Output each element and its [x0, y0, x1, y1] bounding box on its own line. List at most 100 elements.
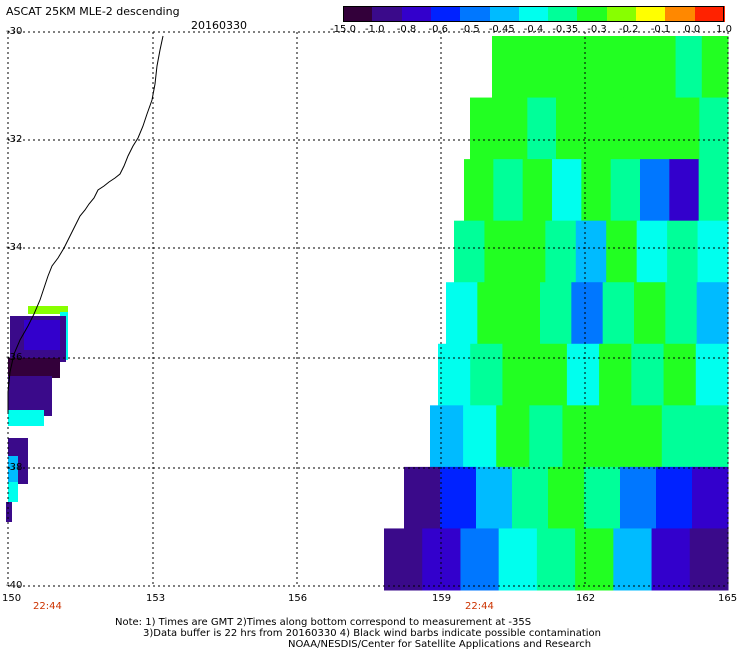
- swath-cell: [498, 528, 538, 591]
- colorbar-swatch: [430, 6, 461, 22]
- swath-cell: [384, 528, 423, 591]
- colorbar-tick-label: -0.4: [523, 24, 544, 35]
- swath-cell: [634, 282, 666, 345]
- western-swath: [6, 306, 68, 522]
- colorbar-swatch: [489, 6, 520, 22]
- swath-cell: [534, 343, 568, 406]
- swath-cell: [595, 405, 630, 468]
- lon-label: 162: [576, 593, 596, 604]
- swath-cell: [602, 282, 635, 345]
- swath-cell: [484, 220, 516, 283]
- swath-cell: [575, 528, 614, 591]
- swath-cell: [695, 343, 729, 406]
- swath-cell: [620, 466, 657, 529]
- swath-cell: [656, 466, 693, 529]
- swath-cell: [665, 282, 698, 345]
- swath-cell: [477, 282, 510, 345]
- swath-cell: [476, 466, 513, 529]
- colorbar-tick-label: 0.0: [684, 24, 701, 35]
- map-date: 20160330: [191, 19, 247, 32]
- swath-cell: [552, 159, 582, 222]
- colorbar-swatch: [401, 6, 432, 22]
- swath-cell: [696, 282, 729, 345]
- colorbar-swatch: [665, 6, 696, 22]
- swath-cell: [661, 405, 696, 468]
- swath-cell: [599, 343, 632, 406]
- swath-cell: [536, 528, 576, 591]
- colorbar-tick-label: -1.0: [364, 24, 385, 35]
- swath-cell: [606, 220, 638, 283]
- swath-cell: [470, 97, 500, 160]
- swath-cell: [570, 36, 598, 99]
- colorbar-tick-label: -0.2: [618, 24, 639, 35]
- coastline: [7, 35, 164, 412]
- colorbar-swatch: [606, 6, 637, 22]
- swath-cell: [548, 466, 585, 529]
- swath-cell: [584, 466, 621, 529]
- pass-time: 22:44: [465, 601, 494, 612]
- swath-cell: [544, 36, 572, 99]
- swath-cell: [470, 343, 503, 406]
- swath-cell: [502, 343, 536, 406]
- swath-cell: [613, 97, 643, 160]
- swath-cell: [529, 405, 563, 468]
- colorbar-swatch: [518, 6, 549, 22]
- swath-cell: [651, 528, 691, 591]
- pass-time: 22:44: [33, 601, 62, 612]
- swath-cell: [631, 343, 665, 406]
- swath-cell: [422, 528, 461, 591]
- swath-cell: [613, 528, 653, 591]
- swath-cell: [498, 97, 528, 160]
- swath-cell: [556, 97, 586, 160]
- swath-cell: [512, 466, 549, 529]
- scatterometer-swath: [384, 36, 729, 591]
- graticule: [7, 31, 729, 587]
- swath-cell: [699, 97, 729, 160]
- note-line: Note: 1) Times are GMT 2)Times along bot…: [115, 617, 532, 628]
- lon-label: 153: [146, 593, 166, 604]
- swath-cell: [670, 97, 700, 160]
- lat-label: -40: [6, 580, 23, 591]
- swath-cell: [545, 220, 577, 283]
- lon-label: 159: [432, 593, 452, 604]
- swath-cell: [575, 220, 607, 283]
- swath-cell: [430, 405, 464, 468]
- lat-label: -34: [6, 242, 23, 253]
- colorbar-swatch: [343, 6, 373, 22]
- swath-cell: [440, 466, 477, 529]
- swath-cell: [581, 159, 612, 222]
- swath-cell: [566, 343, 600, 406]
- swath-cell: [522, 159, 553, 222]
- colorbar-tick-label: -15.0: [330, 24, 356, 35]
- swath-cell: [689, 528, 729, 591]
- colorbar-swatch: [577, 6, 608, 22]
- swath-cell: [464, 159, 494, 222]
- colorbar-swatch: [694, 6, 725, 22]
- swath-cell: [463, 405, 497, 468]
- colorbar-tick-label: -0.8: [396, 24, 417, 35]
- colorbar-tick-label: -0.3: [587, 24, 607, 35]
- swath-cell: [628, 405, 663, 468]
- colorbar-tick-label: -0.6: [428, 24, 449, 35]
- swath-cell: [667, 220, 699, 283]
- swath-cell: [518, 36, 545, 99]
- swath-cell: [404, 466, 441, 529]
- swath-cell: [454, 220, 485, 283]
- note-line: NOAA/NESDIS/Center for Satellite Applica…: [288, 639, 592, 650]
- swath-cell: [527, 97, 557, 160]
- colorbar-swatch: [548, 6, 579, 22]
- swath-cell: [692, 466, 729, 529]
- swath-cell: [584, 97, 614, 160]
- colorbar-swatch: [460, 6, 491, 22]
- lat-label: -38: [6, 462, 23, 473]
- swath-cell: [663, 343, 697, 406]
- colorbar-swatch: [372, 6, 403, 22]
- colorbar-frame: [343, 6, 724, 22]
- colorbar-tick-label: -0.1: [650, 24, 671, 35]
- swath-cell: [636, 220, 668, 283]
- lat-label: -32: [6, 134, 23, 145]
- swath-cell: [540, 282, 572, 345]
- lon-label: 150: [2, 593, 22, 604]
